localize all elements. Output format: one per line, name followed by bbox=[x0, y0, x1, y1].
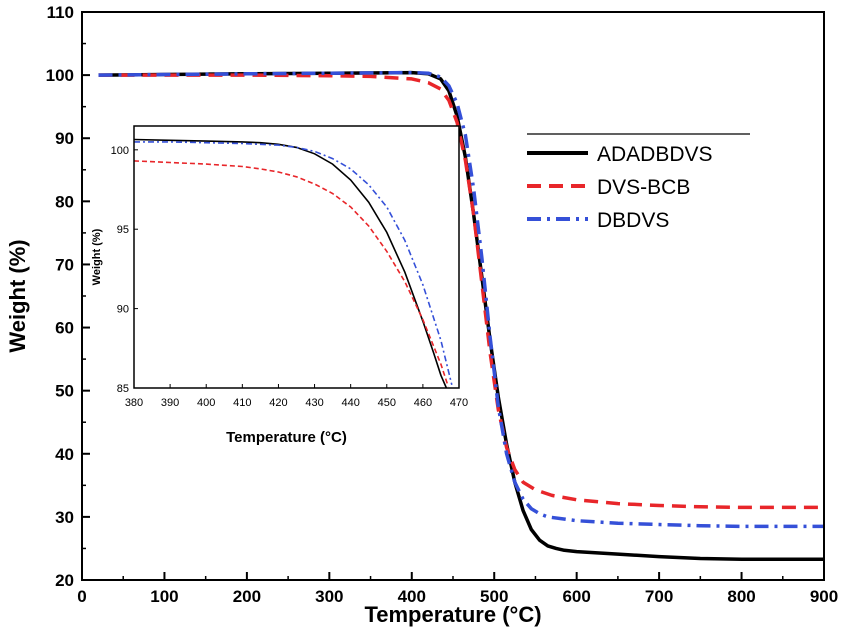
x-tick-label: 900 bbox=[810, 587, 838, 606]
x-tick-label: 800 bbox=[727, 587, 755, 606]
y-tick-label: 100 bbox=[46, 66, 74, 85]
inset-x-tick-label: 440 bbox=[341, 397, 359, 409]
x-tick-label: 300 bbox=[315, 587, 343, 606]
inset-series-line-dbdvs bbox=[134, 141, 453, 385]
x-axis-title: Temperature (°C) bbox=[364, 602, 541, 627]
x-tick-label: 400 bbox=[398, 587, 426, 606]
y-axis-title: Weight (%) bbox=[5, 239, 30, 352]
x-tick-label: 500 bbox=[480, 587, 508, 606]
inset-plot-frame bbox=[133, 125, 460, 389]
inset-x-tick-label: 470 bbox=[450, 397, 468, 409]
y-tick-label: 50 bbox=[55, 382, 74, 401]
y-tick-label: 20 bbox=[55, 571, 74, 590]
inset-x-tick-label: 410 bbox=[233, 397, 251, 409]
y-tick-label: 70 bbox=[55, 255, 74, 274]
inset-chart: 380 390 400 410 420 430 440 450 460 470859095100 … bbox=[91, 125, 469, 446]
inset-axis-ticks: 380 390 400 410 420 430 440 450 460 470 85 90 95 100 bbox=[111, 145, 469, 409]
inset-plot-lines bbox=[133, 138, 453, 389]
y-tick-label: 30 bbox=[55, 508, 74, 527]
inset-y-tick-label: 90 bbox=[117, 304, 129, 316]
y-tick-label: 40 bbox=[55, 445, 74, 464]
x-tick-label: 0 bbox=[77, 587, 86, 606]
legend-label-dvs-bcb: DVS-BCB bbox=[597, 176, 690, 199]
inset-y-tick-label: 85 bbox=[117, 383, 129, 395]
inset-y-axis-title: Weight (%) bbox=[91, 228, 103, 285]
legend-label-dbdvs: DBDVS bbox=[597, 209, 669, 232]
y-tick-label: 110 bbox=[47, 3, 74, 22]
legend: ADADBDVS DVS-BCB DBDVS bbox=[527, 133, 750, 232]
inset-x-tick-label: 450 bbox=[378, 397, 396, 409]
inset-x-tick-label: 460 bbox=[414, 397, 432, 409]
inset-x-axis-title: Temperature (°C) bbox=[226, 429, 347, 446]
inset-x-tick-label: 380 bbox=[125, 397, 143, 409]
inset-x-tick-label: 430 bbox=[305, 397, 323, 409]
inset-y-tick-label: 100 bbox=[111, 145, 129, 157]
y-tick-label: 90 bbox=[55, 129, 74, 148]
legend-label-adadbdvs: ADADBDVS bbox=[597, 143, 713, 166]
y-tick-label: 80 bbox=[55, 192, 74, 211]
inset-series-line-dvs-bcb bbox=[133, 160, 449, 387]
inset-series-line-adadbdvs bbox=[133, 138, 448, 389]
main-axis-ticks: 0 100 200 300 400 500 600 700 800 900 20 30 40 50 60 70… bbox=[46, 3, 839, 606]
inset-y-tick-label: 95 bbox=[117, 224, 129, 236]
main-plot-lines bbox=[98, 70, 824, 561]
main-series-line-dbdvs bbox=[98, 70, 824, 529]
x-tick-label: 700 bbox=[645, 587, 673, 606]
inset-x-tick-label: 390 bbox=[161, 397, 179, 409]
x-tick-label: 100 bbox=[150, 587, 178, 606]
inset-x-tick-label: 420 bbox=[269, 397, 287, 409]
x-tick-label: 600 bbox=[562, 587, 590, 606]
inset-background bbox=[134, 126, 459, 388]
y-tick-label: 60 bbox=[55, 319, 74, 338]
x-tick-label: 200 bbox=[233, 587, 261, 606]
inset-x-tick-label: 400 bbox=[197, 397, 215, 409]
